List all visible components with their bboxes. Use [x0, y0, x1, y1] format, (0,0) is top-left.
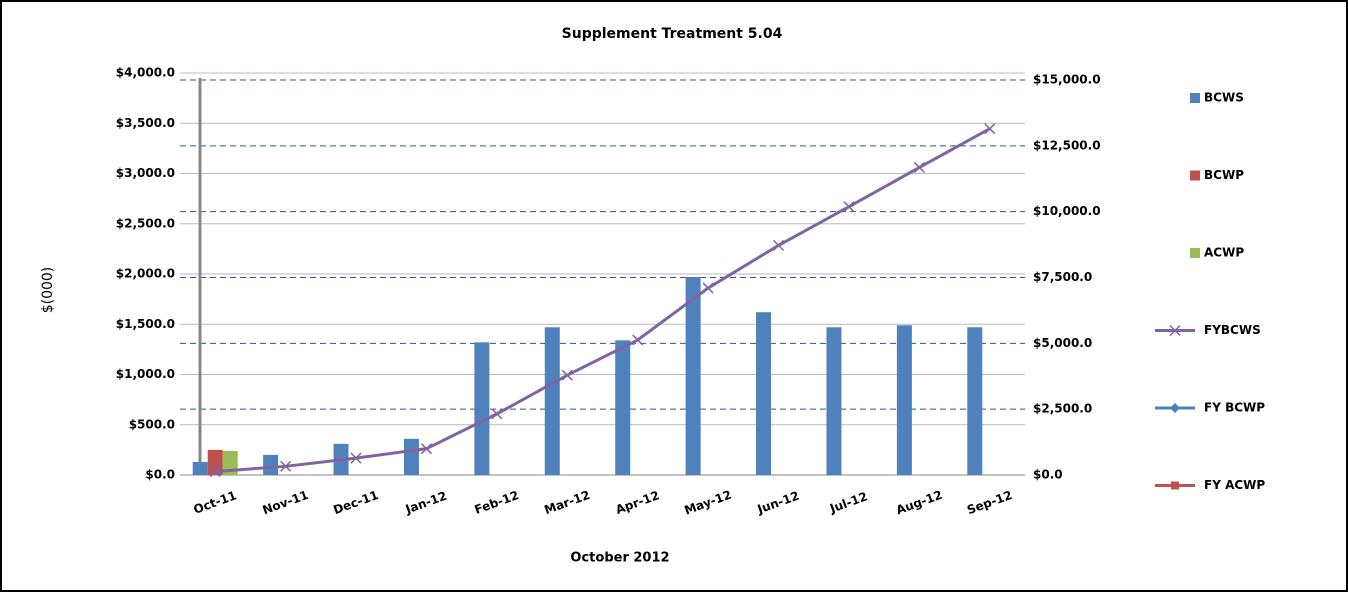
legend-swatch [1190, 248, 1200, 258]
legend-marker [1170, 403, 1180, 413]
line [215, 127, 991, 474]
bar [474, 342, 490, 475]
x-axis-title: October 2012 [570, 551, 669, 566]
bar [615, 340, 631, 475]
line-marker [420, 443, 432, 455]
line-marker [561, 369, 573, 381]
legend-swatch [1190, 170, 1200, 181]
legend-label: FYBCWS [1204, 323, 1261, 337]
y-tick-label: $1,000.0 [116, 367, 175, 381]
legend-swatch [1190, 93, 1200, 103]
line-marker [843, 201, 855, 213]
y-tick-label: $0.0 [145, 468, 175, 482]
y-tick-label: $500.0 [129, 417, 175, 431]
bar [192, 461, 208, 475]
bar [967, 327, 983, 475]
y2-tick-label: $7,500.0 [1033, 270, 1092, 284]
bar [263, 454, 279, 475]
chart-title: Supplement Treatment 5.04 [562, 26, 783, 42]
line-marker [280, 460, 292, 472]
bar [896, 325, 912, 475]
bar [544, 327, 560, 475]
legend-label: ACWP [1204, 246, 1244, 260]
legend-label: FY BCWP [1204, 401, 1265, 415]
line-marker [209, 466, 221, 478]
legend-marker [1169, 324, 1181, 337]
legend-marker [1171, 481, 1179, 490]
line-marker [773, 239, 785, 251]
bar [685, 277, 701, 475]
y-tick-label: $2,000.0 [116, 267, 175, 281]
y2-tick-label: $2,500.0 [1033, 402, 1092, 416]
bar [756, 312, 772, 475]
line-marker [632, 334, 644, 346]
bar [403, 438, 419, 475]
y-axis-title: $(000) [40, 267, 56, 314]
y-tick-label: $1,500.0 [116, 317, 175, 331]
y-tick-label: $4,000.0 [116, 66, 175, 80]
bar [826, 327, 842, 475]
line-marker [491, 408, 503, 420]
legend-label: FY ACWP [1204, 478, 1265, 492]
y2-tick-label: $0.0 [1033, 468, 1063, 482]
legend-label: BCWP [1204, 168, 1244, 182]
y2-tick-label: $10,000.0 [1033, 204, 1101, 218]
line-marker [984, 123, 996, 135]
legend-label: BCWS [1204, 91, 1244, 105]
y2-tick-label: $12,500.0 [1033, 138, 1101, 152]
y2-tick-label: $15,000.0 [1033, 73, 1101, 87]
line-marker [702, 282, 714, 294]
line-marker [913, 161, 925, 173]
line-marker [350, 452, 362, 464]
y-tick-label: $3,500.0 [116, 116, 175, 130]
y2-tick-label: $5,000.0 [1033, 336, 1092, 350]
y-tick-label: $2,500.0 [116, 216, 175, 230]
y-tick-label: $3,000.0 [116, 166, 175, 180]
